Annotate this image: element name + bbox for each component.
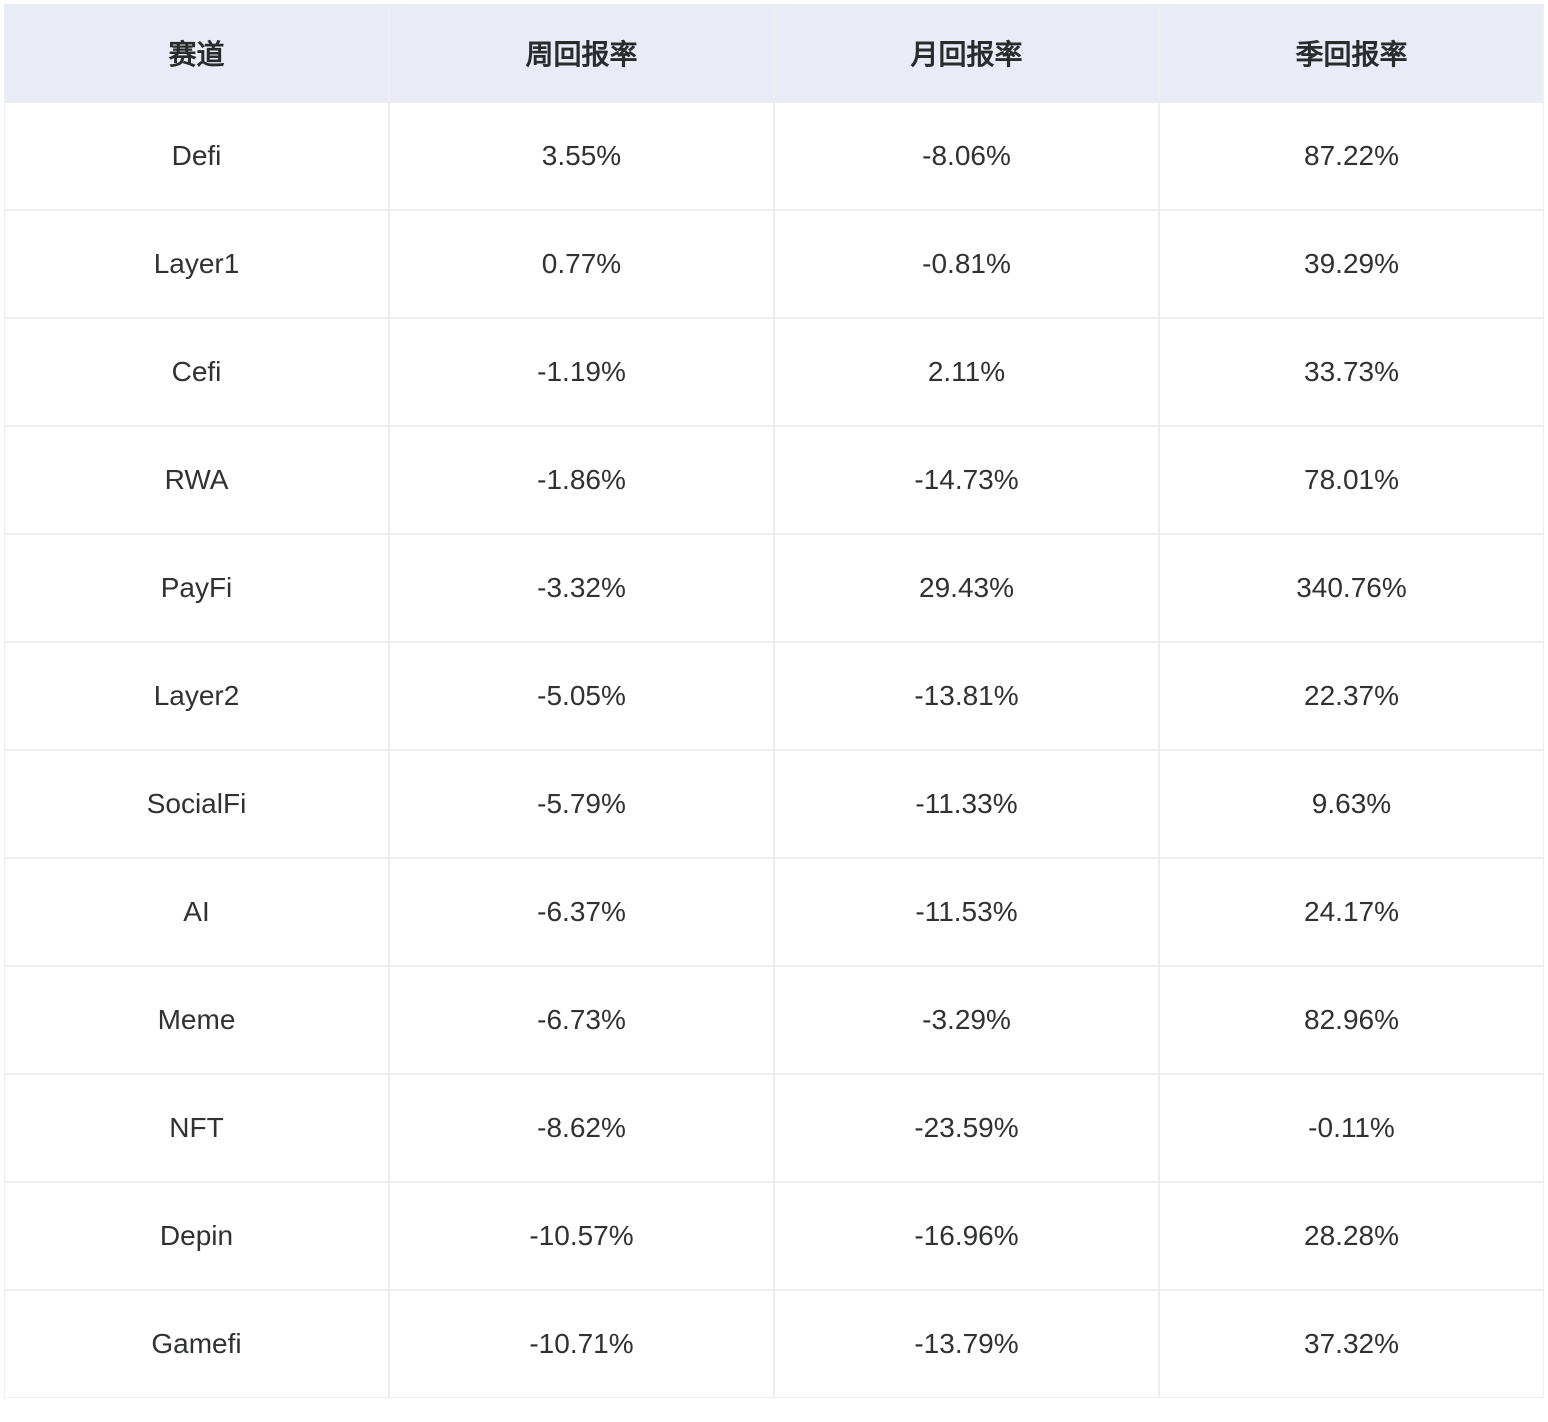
cell-track: Depin xyxy=(4,1182,389,1290)
cell-track: Gamefi xyxy=(4,1290,389,1398)
cell-monthly: 29.43% xyxy=(774,534,1159,642)
cell-monthly: -16.96% xyxy=(774,1182,1159,1290)
col-header-quarterly: 季回报率 xyxy=(1159,4,1544,102)
cell-track: SocialFi xyxy=(4,750,389,858)
table-row: PayFi -3.32% 29.43% 340.76% xyxy=(4,534,1544,642)
cell-track: Layer1 xyxy=(4,210,389,318)
table-row: Layer2 -5.05% -13.81% 22.37% xyxy=(4,642,1544,750)
cell-quarterly: 22.37% xyxy=(1159,642,1544,750)
cell-quarterly: -0.11% xyxy=(1159,1074,1544,1182)
cell-monthly: -0.81% xyxy=(774,210,1159,318)
cell-weekly: -10.57% xyxy=(389,1182,774,1290)
cell-weekly: 3.55% xyxy=(389,102,774,210)
cell-monthly: -8.06% xyxy=(774,102,1159,210)
table-row: Gamefi -10.71% -13.79% 37.32% xyxy=(4,1290,1544,1398)
col-header-monthly: 月回报率 xyxy=(774,4,1159,102)
table-row: RWA -1.86% -14.73% 78.01% xyxy=(4,426,1544,534)
cell-track: AI xyxy=(4,858,389,966)
table-row: Meme -6.73% -3.29% 82.96% xyxy=(4,966,1544,1074)
cell-track: RWA xyxy=(4,426,389,534)
cell-monthly: -3.29% xyxy=(774,966,1159,1074)
cell-weekly: -6.73% xyxy=(389,966,774,1074)
cell-monthly: -13.81% xyxy=(774,642,1159,750)
returns-table: 赛道 周回报率 月回报率 季回报率 Defi 3.55% -8.06% 87.2… xyxy=(4,4,1544,1398)
cell-quarterly: 24.17% xyxy=(1159,858,1544,966)
cell-quarterly: 39.29% xyxy=(1159,210,1544,318)
cell-weekly: -5.79% xyxy=(389,750,774,858)
table-row: NFT -8.62% -23.59% -0.11% xyxy=(4,1074,1544,1182)
cell-quarterly: 82.96% xyxy=(1159,966,1544,1074)
col-header-weekly: 周回报率 xyxy=(389,4,774,102)
cell-track: Defi xyxy=(4,102,389,210)
cell-weekly: -1.86% xyxy=(389,426,774,534)
cell-quarterly: 78.01% xyxy=(1159,426,1544,534)
cell-weekly: -1.19% xyxy=(389,318,774,426)
cell-quarterly: 340.76% xyxy=(1159,534,1544,642)
cell-weekly: -10.71% xyxy=(389,1290,774,1398)
table-row: Depin -10.57% -16.96% 28.28% xyxy=(4,1182,1544,1290)
cell-monthly: -11.53% xyxy=(774,858,1159,966)
cell-monthly: -13.79% xyxy=(774,1290,1159,1398)
cell-weekly: -5.05% xyxy=(389,642,774,750)
header-row: 赛道 周回报率 月回报率 季回报率 xyxy=(4,4,1544,102)
cell-track: Meme xyxy=(4,966,389,1074)
cell-monthly: -11.33% xyxy=(774,750,1159,858)
cell-quarterly: 28.28% xyxy=(1159,1182,1544,1290)
table-row: Layer1 0.77% -0.81% 39.29% xyxy=(4,210,1544,318)
table-row: Cefi -1.19% 2.11% 33.73% xyxy=(4,318,1544,426)
cell-weekly: -8.62% xyxy=(389,1074,774,1182)
cell-track: NFT xyxy=(4,1074,389,1182)
cell-track: Cefi xyxy=(4,318,389,426)
table-row: AI -6.37% -11.53% 24.17% xyxy=(4,858,1544,966)
cell-track: PayFi xyxy=(4,534,389,642)
cell-monthly: 2.11% xyxy=(774,318,1159,426)
col-header-track: 赛道 xyxy=(4,4,389,102)
cell-quarterly: 9.63% xyxy=(1159,750,1544,858)
cell-weekly: -6.37% xyxy=(389,858,774,966)
cell-quarterly: 33.73% xyxy=(1159,318,1544,426)
cell-monthly: -23.59% xyxy=(774,1074,1159,1182)
cell-weekly: 0.77% xyxy=(389,210,774,318)
table-header: 赛道 周回报率 月回报率 季回报率 xyxy=(4,4,1544,102)
cell-quarterly: 87.22% xyxy=(1159,102,1544,210)
table-row: SocialFi -5.79% -11.33% 9.63% xyxy=(4,750,1544,858)
table-row: Defi 3.55% -8.06% 87.22% xyxy=(4,102,1544,210)
cell-monthly: -14.73% xyxy=(774,426,1159,534)
cell-track: Layer2 xyxy=(4,642,389,750)
cell-quarterly: 37.32% xyxy=(1159,1290,1544,1398)
cell-weekly: -3.32% xyxy=(389,534,774,642)
table-body: Defi 3.55% -8.06% 87.22% Layer1 0.77% -0… xyxy=(4,102,1544,1398)
